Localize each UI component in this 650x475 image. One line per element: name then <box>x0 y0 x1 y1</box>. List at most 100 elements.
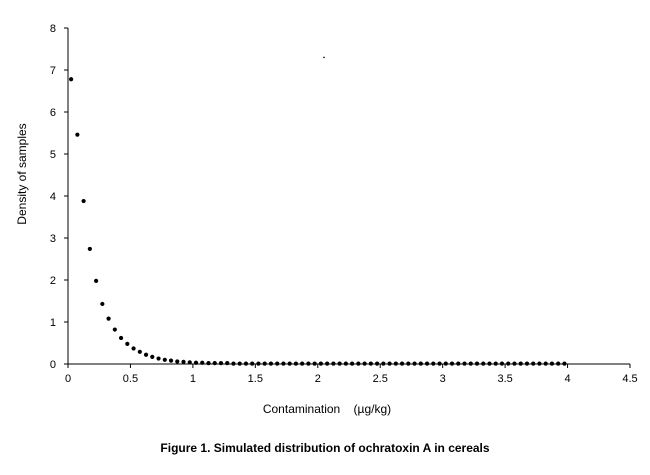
data-point <box>281 361 286 366</box>
data-point <box>143 352 149 357</box>
data-point <box>506 361 511 366</box>
data-point <box>487 361 492 366</box>
data-point <box>468 361 473 366</box>
data-point <box>212 361 217 366</box>
data-point <box>323 56 325 59</box>
figure-caption: Figure 1. Simulated distribution of ochr… <box>160 441 490 455</box>
data-point <box>137 349 142 354</box>
data-point <box>200 360 205 365</box>
data-point <box>318 361 323 366</box>
data-point <box>106 316 111 321</box>
data-point <box>262 361 267 366</box>
data-point <box>437 361 442 366</box>
data-point <box>462 361 467 366</box>
data-point <box>549 361 555 366</box>
data-point <box>125 341 130 346</box>
data-point <box>231 361 236 366</box>
y-tick-label: 0 <box>50 359 56 371</box>
data-point <box>312 361 317 366</box>
x-tick-label: 2.5 <box>373 373 388 385</box>
data-point <box>87 246 92 252</box>
data-point <box>418 361 423 366</box>
y-tick-label: 4 <box>50 191 56 203</box>
data-point <box>162 357 167 362</box>
data-point <box>168 358 174 363</box>
data-point <box>150 354 155 359</box>
data-point <box>543 361 548 366</box>
data-point <box>537 361 542 366</box>
data-point <box>562 361 567 366</box>
data-point <box>343 361 348 366</box>
data-point <box>362 361 367 366</box>
data-point <box>181 359 186 364</box>
data-point <box>156 356 161 361</box>
data-point <box>131 346 136 351</box>
data-point <box>350 361 355 366</box>
x-tick-label: 4 <box>564 373 570 385</box>
data-point <box>100 301 105 307</box>
x-tick-label: 3 <box>440 373 446 385</box>
data-point <box>306 361 311 366</box>
x-tick-label: 3.5 <box>497 373 512 385</box>
data-point <box>287 361 292 366</box>
x-tick-label: 4.5 <box>622 373 637 385</box>
data-point <box>206 361 211 366</box>
data-point <box>94 278 99 283</box>
data-point <box>75 132 80 137</box>
data-point <box>431 361 436 366</box>
x-tick-label: 1.5 <box>248 373 263 385</box>
x-tick-label: 1 <box>190 373 196 385</box>
data-point <box>237 361 242 366</box>
y-tick-label: 3 <box>50 233 56 245</box>
data-point <box>256 361 261 366</box>
data-point <box>456 361 461 366</box>
data-point <box>368 361 373 366</box>
data-point <box>412 361 417 366</box>
data-point <box>81 198 86 204</box>
x-axis-title: Contamination (µg/kg) <box>263 402 391 416</box>
data-point <box>387 361 392 366</box>
axis-ticks: 0 0.5 1 1.5 2 2.5 3 3.5 4 4.5 0 1 2 3 4 5 6 7 8 <box>50 23 638 385</box>
data-point <box>268 361 274 366</box>
data-point <box>512 361 517 366</box>
y-tick-label: 8 <box>50 23 56 35</box>
y-tick-label: 6 <box>50 107 56 119</box>
data-point <box>337 361 342 366</box>
data-point <box>293 361 299 366</box>
scatter-chart: 0 0.5 1 1.5 2 2.5 3 3.5 4 4.5 0 1 2 3 4 5 6 7 8 Density of… <box>15 23 638 416</box>
data-point <box>187 360 192 365</box>
y-axis-title: Density of samples <box>15 123 29 224</box>
data-point <box>449 361 455 366</box>
data-point <box>375 361 380 366</box>
data-points <box>69 56 567 366</box>
data-point <box>399 361 405 366</box>
data-point <box>331 361 336 366</box>
data-point <box>356 361 361 366</box>
data-point <box>481 361 486 366</box>
data-point <box>175 359 180 364</box>
data-point <box>524 361 530 366</box>
data-point <box>250 361 255 366</box>
data-point <box>474 361 480 366</box>
data-point <box>381 361 386 366</box>
data-point <box>531 361 536 366</box>
data-point <box>493 361 498 366</box>
y-tick-label: 2 <box>50 275 56 287</box>
data-point <box>325 361 330 366</box>
data-point <box>112 327 117 332</box>
data-point <box>225 361 230 366</box>
data-point <box>556 361 561 366</box>
data-point <box>218 361 224 366</box>
data-point <box>518 361 523 366</box>
x-tick-label: 0 <box>65 373 71 385</box>
data-point <box>275 361 280 366</box>
data-point <box>424 361 430 366</box>
data-point <box>393 361 398 366</box>
data-point <box>443 361 448 366</box>
data-point <box>243 361 249 366</box>
x-tick-label: 0.5 <box>123 373 138 385</box>
data-point <box>406 361 411 366</box>
data-point <box>193 360 199 365</box>
y-tick-label: 5 <box>50 149 56 161</box>
x-tick-label: 2 <box>315 373 321 385</box>
